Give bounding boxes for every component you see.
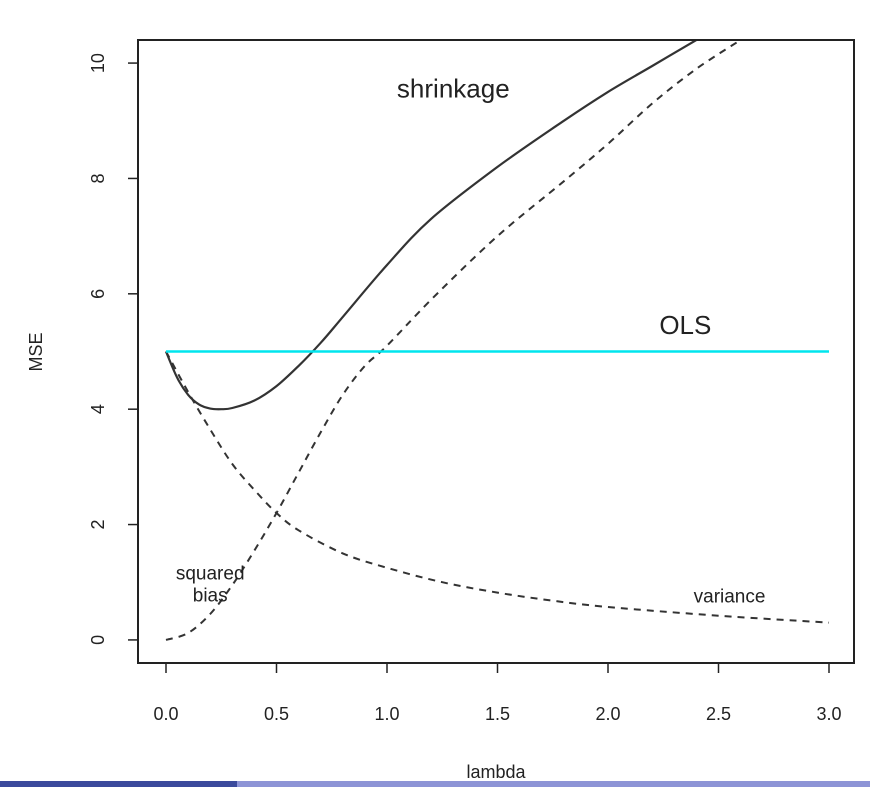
annotation-line: OLS <box>659 310 711 340</box>
y-tick-label: 4 <box>88 404 108 414</box>
bottom-bar-dark <box>0 781 237 787</box>
x-tick-label: 2.5 <box>706 704 731 724</box>
series-line-squared-bias <box>165 41 741 641</box>
y-tick-label: 8 <box>88 173 108 183</box>
x-tick-label: 0.5 <box>264 704 289 724</box>
x-tick-label: 2.0 <box>595 704 620 724</box>
series-line-variance <box>165 351 830 624</box>
y-axis-title: MSE <box>26 332 46 371</box>
y-tick-label: 0 <box>88 635 108 645</box>
x-axis: 0.0 0.5 1.0 1.5 2.0 2.5 3.0 <box>153 663 842 724</box>
annotation-layer: shrinkage OLS squared bias variance <box>176 74 766 608</box>
annotation-squared-bias: squared bias <box>176 563 245 606</box>
annotation-line: squared <box>176 563 245 584</box>
x-tick-label: 1.5 <box>485 704 510 724</box>
series-layer <box>164 41 830 641</box>
x-tick-label: 3.0 <box>816 704 841 724</box>
x-axis-title: lambda <box>466 762 526 782</box>
annotation-variance: variance <box>694 586 766 607</box>
bottom-bar <box>0 781 870 787</box>
bottom-bar-light <box>237 781 870 787</box>
annotation-ols: OLS <box>659 310 711 340</box>
annotation-shrinkage: shrinkage <box>397 74 510 104</box>
annotation-line: bias <box>193 585 228 606</box>
y-axis: 0 2 4 6 8 10 <box>88 53 138 645</box>
annotation-line: shrinkage <box>397 74 510 104</box>
x-tick-label: 0.0 <box>153 704 178 724</box>
y-tick-label: 2 <box>88 520 108 530</box>
plot-frame <box>137 39 855 664</box>
x-tick-label: 1.0 <box>374 704 399 724</box>
y-tick-label: 6 <box>88 289 108 299</box>
series-line-shrinkage <box>164 41 697 411</box>
annotation-line: variance <box>694 586 766 607</box>
y-tick-label: 10 <box>88 53 108 73</box>
